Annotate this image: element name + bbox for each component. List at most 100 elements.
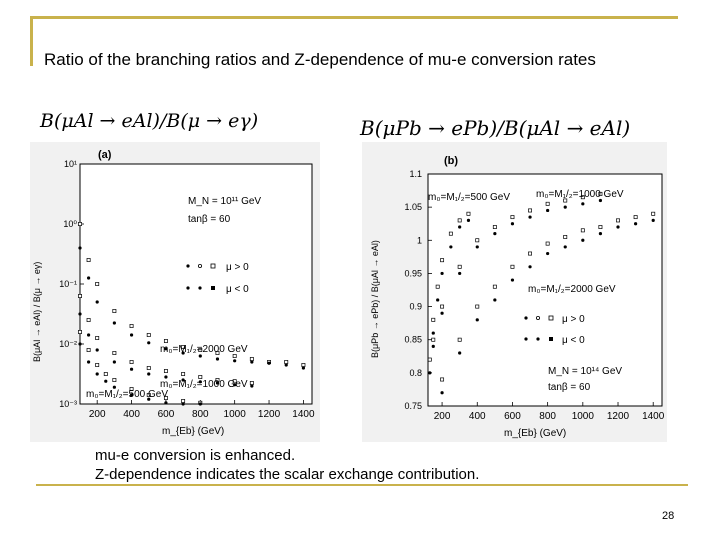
- panel-a-point: [181, 378, 185, 382]
- panel-b-point: [475, 245, 479, 249]
- panel-b-point: [528, 215, 532, 219]
- panel-b-y-tick-label: 1: [417, 235, 422, 245]
- panel-a-point: [86, 348, 91, 352]
- panel-b-point: [580, 228, 585, 233]
- panel-b-point: [510, 278, 515, 282]
- panel-a-point: [215, 357, 220, 361]
- panel-a-point: [232, 354, 237, 358]
- panel-a-point: [215, 351, 220, 355]
- panel-b-point: [581, 238, 585, 242]
- panel-a-x-tick-label: 200: [89, 409, 106, 420]
- panel-a-point: [250, 384, 254, 388]
- panel-b-point: [466, 211, 471, 216]
- panel-a-x-tick-label: 1000: [224, 409, 247, 420]
- panel-a-annot-tanb: tanβ = 60: [188, 214, 231, 225]
- panel-b-x-ticks: 200 400 600 800 1000 1200 1400: [434, 402, 665, 422]
- caption-line-1: mu-e conversion is enhanced.: [95, 447, 296, 464]
- chart-panel-b: (b) 0.75 0.8 0.85 0.9 0.95 1 1.05 1.1 200 400 600…: [362, 142, 667, 442]
- caption-line-2: Z-dependence indicates the scalar exchan…: [95, 466, 480, 483]
- panel-a-point: [129, 360, 134, 364]
- panel-a-point: [181, 372, 186, 376]
- panel-a-point: [147, 397, 151, 401]
- panel-b-y-tick-label: 0.9: [409, 302, 422, 312]
- panel-a-point: [95, 282, 100, 286]
- panel-a-point: [233, 383, 237, 387]
- panel-a-x-tick-label: 600: [158, 409, 175, 420]
- panel-a-point: [112, 351, 117, 355]
- panel-a-point: [95, 336, 100, 340]
- slide-caption: mu-e conversion is enhanced. Z-dependenc…: [95, 446, 479, 484]
- panel-b-y-ticks: 0.75 0.8 0.85 0.9 0.95 1 1.05 1.1: [404, 169, 432, 411]
- panel-a-curve-500-label: m₀=M₁/₂=500 GeV: [86, 389, 168, 400]
- panel-a-point: [163, 339, 168, 343]
- panel-b-point: [545, 201, 550, 206]
- panel-a-label: (a): [98, 149, 112, 161]
- panel-b-point: [431, 344, 435, 348]
- panel-a-point: [250, 360, 254, 364]
- panel-b-x-tick-label: 200: [434, 411, 451, 422]
- panel-a-legend-neg: μ < 0: [226, 284, 249, 295]
- panel-b-point: [563, 205, 567, 209]
- panel-a-point: [78, 312, 82, 316]
- panel-b-y-tick-label: 1.05: [404, 202, 422, 212]
- panel-b-point: [431, 337, 436, 342]
- panel-a-point: [181, 351, 185, 355]
- panel-b-point: [510, 264, 515, 269]
- panel-a-point: [112, 360, 116, 364]
- panel-a-point: [86, 276, 91, 280]
- panel-b-x-tick-label: 1200: [607, 411, 630, 422]
- panel-a-point: [112, 378, 117, 382]
- panel-a-x-ticks: 200 400 600 800 1000 1200 1400: [89, 400, 315, 420]
- panel-a-point: [215, 381, 220, 385]
- panel-b-point: [448, 231, 453, 236]
- panel-b-x-tick-label: 400: [469, 411, 486, 422]
- decorative-left-rule: [30, 16, 33, 66]
- panel-b-point: [563, 235, 568, 239]
- panel-b-point: [546, 251, 550, 256]
- panel-a-point: [181, 345, 186, 349]
- panel-a-point: [198, 354, 202, 358]
- panel-a-point: [95, 372, 99, 376]
- panel-a-point: [78, 222, 82, 226]
- panel-b-point: [440, 304, 445, 309]
- panel-a-x-axis-label: m_{Eb} (GeV): [162, 426, 224, 437]
- panel-b-point: [431, 317, 436, 322]
- panel-b-annot-tanb: tanβ = 60: [548, 382, 591, 393]
- panel-a-point: [112, 385, 116, 389]
- panel-a-x-tick-label: 1200: [258, 409, 281, 420]
- panel-b-x-tick-label: 800: [539, 411, 556, 422]
- panel-a-point: [112, 309, 117, 313]
- panel-a-point: [86, 333, 91, 337]
- panel-b-point: [428, 371, 432, 375]
- page-number: 28: [662, 510, 675, 522]
- panel-a-point: [284, 360, 289, 364]
- panel-a-point: [163, 369, 168, 373]
- panel-a-x-tick-label: 800: [192, 409, 209, 420]
- panel-a-point: [78, 294, 82, 298]
- panel-b-point: [458, 351, 462, 355]
- panel-b-point: [528, 208, 532, 213]
- panel-b-point: [493, 232, 497, 236]
- panel-b-point: [598, 225, 603, 229]
- panel-b-y-tick-label: 0.95: [404, 268, 422, 278]
- panel-a-y-tick-label: 10⁻³: [59, 399, 77, 409]
- panel-b-legend-pos: μ > 0: [562, 314, 585, 325]
- panel-a-point: [249, 357, 254, 361]
- panel-a-point: [112, 321, 116, 325]
- panel-b-y-tick-label: 1.1: [409, 169, 422, 179]
- panel-a-point: [181, 402, 185, 406]
- panel-b-point: [440, 258, 445, 263]
- panel-b-point: [580, 195, 585, 200]
- panel-b-y-axis-label: B(μPb → ePb) / B(μAl → eAl): [370, 240, 380, 358]
- panel-a-point: [147, 372, 151, 376]
- panel-a-y-tick-label: 10⁻²: [59, 339, 77, 349]
- panel-b-point: [510, 215, 515, 220]
- panel-b-point: [440, 311, 444, 315]
- panel-b-point: [475, 304, 480, 309]
- panel-b-point: [633, 215, 638, 220]
- panel-b-legend: μ > 0 μ < 0: [524, 314, 585, 346]
- panel-b-curve-500-label: m₀=M₁/₂=500 GeV: [428, 192, 510, 203]
- panel-b-point: [475, 318, 479, 322]
- panel-a-point: [181, 399, 186, 403]
- panel-a-point: [104, 379, 108, 383]
